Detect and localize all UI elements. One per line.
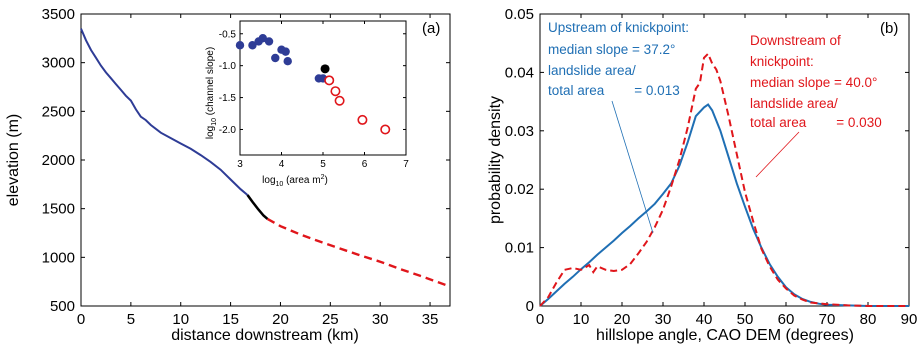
inset-chart: 3 4 5 6 7 -0.5 -1.0 -1.5 -2.0 log10 (area m2) lo…	[205, 20, 409, 188]
panel-a-y-ticks: 500 1000 1500 2000 2500 3000 3500	[42, 6, 450, 315]
upstream-density-line	[539, 103, 909, 307]
inset-points	[235, 34, 391, 135]
panel-b-x-tick-label: 50	[737, 311, 754, 328]
panel-a-x-axis-title: distance downstream (km)	[171, 327, 359, 344]
panel-a-y-tick-label: 1500	[42, 201, 75, 218]
inset-y-tick-label: -0.5	[219, 29, 237, 40]
panel-a-lines	[80, 28, 451, 288]
panel-b-x-axis-title: hillslope angle, CAO DEM (degrees)	[596, 327, 854, 344]
panel-a: 0 5 10 15 20 25 30 35 5001000150020002500300035…	[5, 6, 451, 344]
inset-x-tick-label: 6	[362, 159, 368, 170]
panel-b-x-tick-label: 20	[614, 311, 631, 328]
inset-upstream-point	[283, 57, 292, 66]
inset-x-tick-label: 4	[279, 159, 285, 170]
inset-x-tick-label: 7	[403, 159, 409, 170]
inset-upstream-point	[271, 53, 280, 63]
panel-b-y-tick-label: 0.02	[505, 181, 534, 198]
panel-b-frame	[539, 13, 910, 307]
inset-upstream-point	[248, 41, 257, 50]
inset-downstream-point	[334, 95, 345, 106]
inset-ticks: 3 4 5 6 7 -0.5 -1.0 -1.5 -2.0	[219, 21, 409, 170]
panel-a-y-tick-label: 1000	[42, 249, 75, 266]
panel-b-y-tick-label: 0.03	[505, 123, 534, 140]
panel-a-x-tick-label: 35	[422, 311, 439, 328]
panel-a-y-tick-label: 2500	[42, 103, 75, 120]
panel-a-x-ticks: 0 5 10 15 20 25 30 35	[77, 14, 439, 328]
inset-upstream-point	[264, 37, 274, 46]
upstream-annotation-line-2: median slope = 37.2°	[548, 42, 675, 57]
panel-b-x-tick-label: 80	[860, 311, 877, 328]
panel-b-y-tick-label: 0	[526, 298, 534, 315]
inset-downstream-point	[330, 86, 341, 97]
panel-b-lines	[539, 51, 909, 307]
panel-b-x-tick-label: 40	[696, 311, 713, 328]
panel-b-label: (b)	[880, 20, 898, 37]
downstream-annotation-line-3: median slope = 40.0°	[750, 75, 877, 90]
panel-a-x-tick-label: 20	[272, 311, 289, 328]
panel-b-x-tick-label: 70	[819, 311, 836, 328]
panel-a-x-tick-label: 30	[372, 311, 389, 328]
panel-b-y-axis-title: probability density	[487, 96, 504, 224]
downstream-annotation-line-4: landslide area/	[750, 96, 838, 111]
elevation-profile-knickpoint-line	[246, 194, 269, 220]
downstream-leader-line	[755, 131, 800, 178]
inset-upstream-point	[235, 41, 245, 50]
upstream-annotation-line-1: Upstream of knickpoint:	[548, 20, 689, 35]
elevation-profile-downstream-line	[266, 217, 451, 288]
inset-downstream-point	[357, 114, 368, 125]
inset-upstream-point	[281, 47, 290, 56]
panel-a-y-tick-label: 500	[50, 298, 75, 315]
panel-b-x-tick-label: 30	[655, 311, 672, 328]
inset-downstream-point	[324, 75, 335, 86]
inset-y-tick-label: -2.0	[219, 125, 237, 136]
downstream-annotation-line-1: Downstream of	[750, 33, 841, 48]
panel-b-y-tick-label: 0.04	[505, 64, 534, 81]
panel-a-x-tick-label: 15	[222, 311, 239, 328]
upstream-annotation: Upstream of knickpoint: median slope = 3…	[548, 20, 689, 234]
upstream-annotation-line-4: total area = 0.013	[548, 83, 680, 98]
upstream-annotation-line-3: landslide area/	[548, 63, 636, 78]
inset-y-tick-label: -1.5	[219, 93, 237, 104]
inset-y-tick-label: -1.0	[219, 61, 237, 72]
panel-b-y-tick-label: 0.01	[505, 240, 534, 257]
inset-x-tick-label: 5	[320, 159, 326, 170]
downstream-annotation: Downstream of knickpoint: median slope =…	[750, 33, 882, 178]
panel-a-x-tick-label: 10	[172, 311, 189, 328]
panel-a-x-tick-label: 0	[77, 311, 85, 328]
inset-x-axis-title: log10 (area m2)	[262, 174, 328, 188]
panel-a-x-tick-label: 5	[127, 311, 135, 328]
panel-b: 0 10 20 30 40 50 60 70 80 90 0 0.01 0.02 0.03 0.04 0.0…	[487, 6, 917, 344]
inset-y-axis-title: log10 (channel slope)	[205, 47, 218, 139]
panel-a-y-tick-label: 3500	[42, 6, 75, 23]
inset-upstream-point	[258, 34, 268, 43]
inset-downstream-point	[380, 124, 391, 135]
panel-b-x-tick-label: 0	[536, 311, 544, 328]
panel-a-x-tick-label: 25	[322, 311, 339, 328]
downstream-density-line	[539, 51, 909, 307]
panel-b-x-ticks: 0 10 20 30 40 50 60 70 80 90	[536, 14, 918, 328]
elevation-profile-upstream-line	[80, 28, 249, 196]
panel-a-y-tick-label: 2000	[42, 152, 75, 169]
inset-knickpoint-point	[320, 64, 330, 74]
upstream-leader-line	[611, 100, 654, 234]
panel-b-x-tick-label: 10	[573, 311, 590, 328]
panel-a-label: (a)	[422, 20, 440, 37]
inset-x-tick-label: 3	[237, 159, 243, 170]
downstream-annotation-line-5: total area = 0.030	[750, 115, 882, 130]
panel-b-x-tick-label: 90	[901, 311, 918, 328]
panel-a-y-tick-label: 3000	[42, 55, 75, 72]
panel-b-x-tick-label: 60	[778, 311, 795, 328]
panel-a-y-axis-title: elevation (m)	[5, 114, 22, 206]
panel-b-y-tick-label: 0.05	[505, 6, 534, 23]
downstream-annotation-line-2: knickpoint:	[750, 54, 814, 69]
